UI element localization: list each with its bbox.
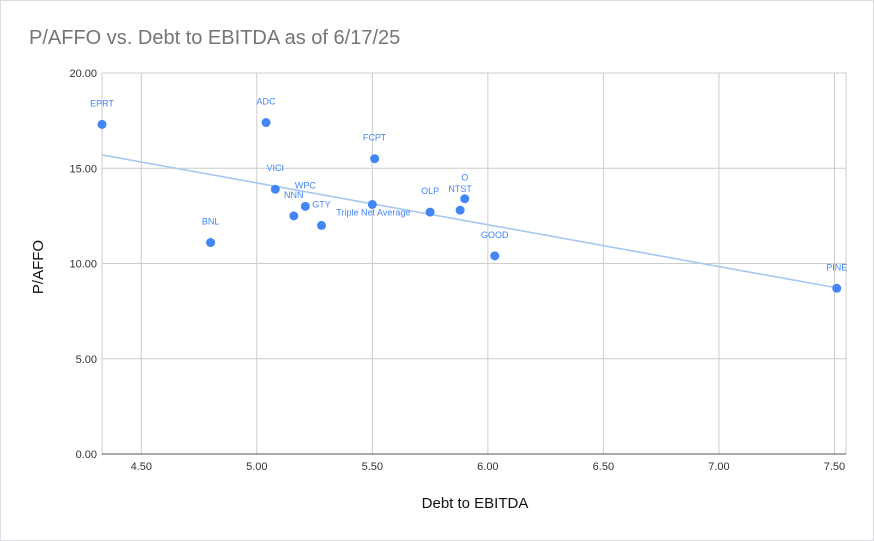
data-point[interactable] [490, 251, 500, 261]
point-label: GTY [312, 199, 331, 209]
point-label: PINE [826, 262, 847, 272]
data-point[interactable] [455, 205, 465, 215]
y-tick-label: 20.00 [69, 68, 97, 80]
point-label: FCPT [363, 133, 387, 143]
point-label: VICI [267, 163, 285, 173]
y-tick-label: 10.00 [69, 259, 97, 271]
y-tick-label: 15.00 [69, 163, 97, 175]
point-label: WPC [295, 180, 316, 190]
data-point[interactable] [97, 119, 107, 129]
x-tick-label: 6.50 [593, 461, 614, 473]
x-tick-label: 6.00 [477, 461, 498, 473]
y-tick-label: 5.00 [76, 354, 97, 366]
trendline-layer [101, 154, 840, 290]
x-tick-label: 5.00 [246, 461, 267, 473]
point-label: ADC [257, 97, 277, 107]
point-label: EPRT [90, 98, 114, 108]
data-point[interactable] [832, 283, 842, 293]
axis-layer: 0.00 5.00 10.00 15.00 20.00 4.50 5.00 5.50 6.00 6… [69, 68, 846, 473]
data-point[interactable] [370, 154, 380, 164]
trendline [101, 154, 840, 290]
x-tick-label: 4.50 [131, 461, 152, 473]
point-label: OLP [421, 186, 439, 196]
points-layer [97, 118, 842, 293]
chart-title: P/AFFO vs. Debt to EBITDA as of 6/17/25 [29, 27, 401, 49]
point-label: NNN [284, 190, 304, 200]
y-axis-title: P/AFFO [30, 240, 47, 294]
point-label: NTST [448, 184, 472, 194]
data-point[interactable] [317, 220, 327, 230]
data-point[interactable] [300, 201, 310, 211]
x-tick-label: 5.50 [362, 461, 383, 473]
point-label: Triple Net Average [336, 207, 410, 217]
point-label: GOOD [481, 230, 509, 240]
grid-layer [101, 72, 847, 455]
data-point[interactable] [289, 211, 299, 221]
x-tick-label: 7.50 [824, 461, 845, 473]
data-point[interactable] [367, 199, 377, 209]
data-point[interactable] [425, 207, 435, 217]
point-label: BNL [202, 217, 220, 227]
x-tick-label: 7.00 [708, 461, 729, 473]
data-point[interactable] [270, 184, 280, 194]
data-point[interactable] [460, 194, 470, 204]
x-axis-title: Debt to EBITDA [422, 495, 529, 512]
data-point[interactable] [261, 118, 271, 128]
y-tick-label: 0.00 [76, 449, 97, 461]
data-point[interactable] [206, 238, 216, 248]
point-label: O [461, 173, 468, 183]
